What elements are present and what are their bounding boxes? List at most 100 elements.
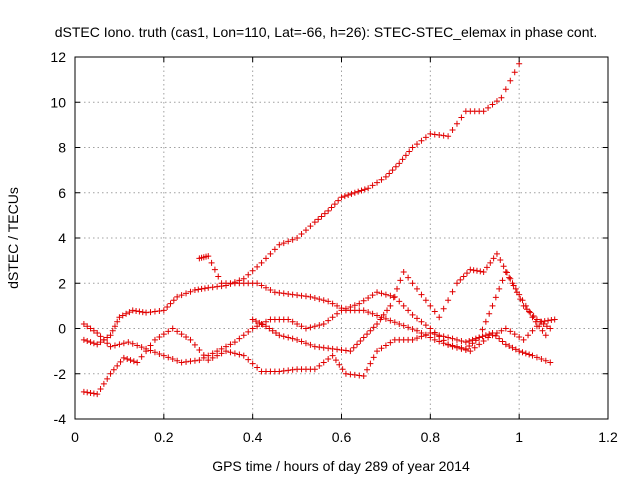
data-point xyxy=(440,305,447,312)
data-point xyxy=(406,148,413,155)
data-point xyxy=(391,319,398,326)
data-point xyxy=(320,344,327,351)
data-point xyxy=(493,98,500,105)
data-point xyxy=(90,327,97,334)
data-point xyxy=(107,343,114,350)
data-point xyxy=(311,366,318,373)
data-point xyxy=(262,255,269,262)
data-point xyxy=(374,312,381,319)
data-point xyxy=(294,320,301,327)
data-point xyxy=(361,186,368,193)
data-point xyxy=(513,289,520,296)
data-point xyxy=(414,285,421,292)
data-point xyxy=(339,366,346,373)
data-point xyxy=(191,341,198,348)
data-point xyxy=(325,207,332,214)
data-point xyxy=(316,322,323,329)
data-point xyxy=(347,371,354,378)
data-point xyxy=(364,366,371,373)
x-tick-label: 0.4 xyxy=(243,429,263,445)
data-point xyxy=(294,292,301,299)
data-point xyxy=(498,327,505,334)
data-point xyxy=(457,276,464,283)
data-point xyxy=(280,240,287,247)
data-point xyxy=(502,268,509,275)
data-point xyxy=(389,167,396,174)
data-point xyxy=(147,347,154,354)
data-point xyxy=(136,308,143,315)
data-point xyxy=(472,337,479,344)
data-point xyxy=(227,349,234,356)
data-point xyxy=(174,293,181,300)
data-point xyxy=(517,296,524,303)
y-tick-label: 12 xyxy=(50,49,66,65)
data-point xyxy=(520,302,527,309)
data-point xyxy=(294,336,301,343)
data-point xyxy=(178,359,185,366)
data-point xyxy=(422,297,429,304)
data-point xyxy=(351,189,358,196)
data-point xyxy=(409,144,416,151)
data-point xyxy=(147,309,154,316)
data-point xyxy=(533,323,540,330)
data-point xyxy=(183,358,190,365)
data-point xyxy=(476,341,483,348)
data-point xyxy=(467,266,474,273)
data-point xyxy=(489,332,496,339)
data-point xyxy=(169,325,176,332)
data-point xyxy=(338,194,345,201)
data-point xyxy=(196,357,203,364)
data-point xyxy=(187,358,194,365)
data-point xyxy=(516,348,523,355)
data-point xyxy=(325,298,332,305)
data-point xyxy=(436,333,443,340)
data-point xyxy=(449,126,456,133)
data-point xyxy=(342,347,349,354)
data-point xyxy=(351,302,358,309)
data-point xyxy=(548,317,555,324)
data-point xyxy=(256,319,263,326)
data-point xyxy=(174,328,181,335)
data-point xyxy=(329,345,336,352)
data-point xyxy=(151,336,158,343)
data-point xyxy=(236,335,243,342)
data-point xyxy=(364,331,371,338)
data-point xyxy=(267,287,274,294)
data-point xyxy=(543,323,550,330)
data-point xyxy=(496,285,503,292)
data-point xyxy=(311,219,318,226)
data-point xyxy=(280,333,287,340)
data-point xyxy=(497,257,504,264)
data-point xyxy=(480,108,487,115)
data-point xyxy=(409,336,416,343)
data-point xyxy=(391,293,398,300)
data-point xyxy=(316,362,323,369)
data-point xyxy=(418,291,425,298)
data-point xyxy=(483,264,490,271)
data-point xyxy=(143,345,150,352)
data-point xyxy=(453,120,460,127)
data-point xyxy=(114,362,121,369)
data-point xyxy=(342,370,349,377)
data-point xyxy=(316,296,323,303)
data-point xyxy=(240,332,247,339)
data-point xyxy=(522,350,529,357)
data-point xyxy=(392,163,399,170)
data-point xyxy=(360,307,367,314)
data-point xyxy=(151,308,158,315)
data-point xyxy=(298,292,305,299)
data-point xyxy=(414,315,421,322)
series-sat-A xyxy=(80,60,523,348)
data-point xyxy=(370,354,377,361)
data-point xyxy=(94,391,101,398)
data-point xyxy=(315,216,322,223)
data-point xyxy=(547,325,554,332)
data-point xyxy=(271,246,278,253)
data-point xyxy=(231,350,238,357)
data-point xyxy=(360,334,367,341)
data-point xyxy=(215,273,222,280)
data-point xyxy=(422,332,429,339)
data-point xyxy=(551,316,558,323)
data-point xyxy=(418,318,425,325)
